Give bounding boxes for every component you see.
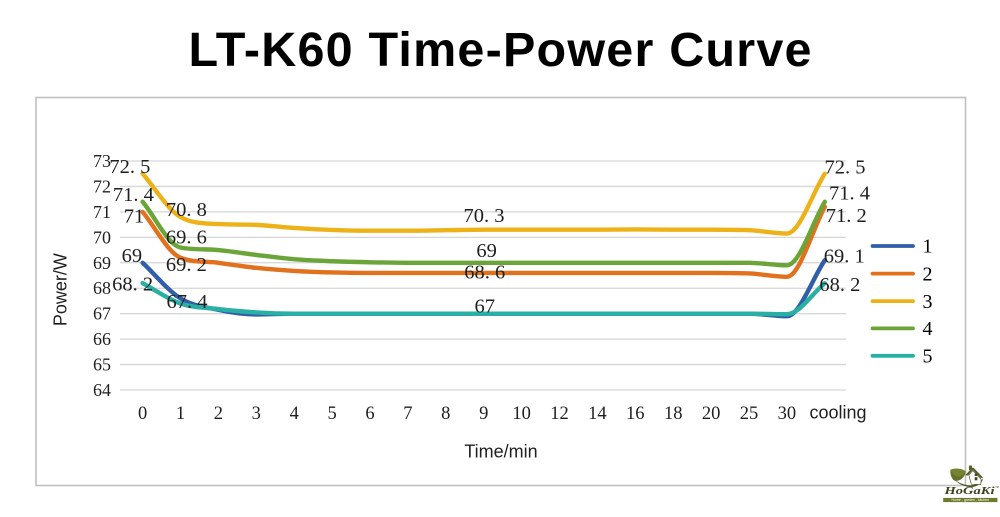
svg-text:3: 3 — [923, 291, 933, 313]
svg-text:1: 1 — [176, 404, 185, 424]
svg-text:67: 67 — [474, 296, 495, 318]
svg-text:69: 69 — [93, 253, 111, 273]
svg-text:2: 2 — [214, 404, 223, 424]
svg-text:7: 7 — [403, 404, 412, 424]
svg-text:67. 4: 67. 4 — [167, 291, 208, 313]
svg-text:Power/W: Power/W — [51, 253, 71, 326]
svg-text:71: 71 — [93, 202, 111, 222]
svg-text:64: 64 — [93, 380, 111, 400]
svg-text:72. 5: 72. 5 — [825, 156, 866, 178]
svg-text:16: 16 — [626, 404, 645, 424]
svg-text:20: 20 — [702, 404, 721, 424]
svg-text:Home - garden - kitchen: Home - garden - kitchen — [952, 498, 990, 502]
svg-text:69. 2: 69. 2 — [166, 254, 207, 276]
svg-text:68. 2: 68. 2 — [819, 274, 860, 296]
svg-text:4: 4 — [290, 404, 299, 424]
svg-text:TM: TM — [995, 485, 999, 489]
svg-text:10: 10 — [512, 404, 531, 424]
svg-text:69. 6: 69. 6 — [166, 227, 207, 249]
svg-text:69. 1: 69. 1 — [824, 245, 865, 267]
svg-text:30: 30 — [778, 404, 797, 424]
svg-text:70. 8: 70. 8 — [166, 199, 207, 221]
svg-text:LT-K60 Time-Power Curve: LT-K60 Time-Power Curve — [189, 23, 812, 77]
svg-text:68. 6: 68. 6 — [464, 262, 505, 284]
svg-text:71. 4: 71. 4 — [829, 182, 870, 204]
svg-text:73: 73 — [93, 151, 111, 171]
svg-text:2: 2 — [923, 263, 933, 285]
svg-text:72: 72 — [93, 176, 111, 196]
svg-text:6: 6 — [365, 404, 374, 424]
svg-text:HoGaKi: HoGaKi — [943, 486, 995, 497]
svg-text:70. 3: 70. 3 — [464, 205, 505, 227]
svg-text:8: 8 — [441, 404, 450, 424]
svg-text:14: 14 — [588, 404, 607, 424]
svg-text:25: 25 — [740, 404, 759, 424]
svg-text:69: 69 — [122, 245, 143, 267]
svg-text:71. 2: 71. 2 — [826, 205, 867, 227]
svg-text:72. 5: 72. 5 — [109, 156, 150, 178]
svg-text:71: 71 — [124, 205, 145, 227]
svg-text:Time/min: Time/min — [464, 442, 537, 462]
svg-text:9: 9 — [479, 404, 488, 424]
svg-text:70: 70 — [93, 227, 111, 247]
svg-text:12: 12 — [550, 404, 569, 424]
svg-text:4: 4 — [923, 318, 933, 340]
svg-text:18: 18 — [664, 404, 683, 424]
svg-text:68: 68 — [93, 278, 111, 298]
svg-text:65: 65 — [93, 355, 111, 375]
svg-text:66: 66 — [93, 329, 111, 349]
svg-text:68. 2: 68. 2 — [112, 273, 153, 295]
svg-text:5: 5 — [327, 404, 336, 424]
svg-text:71. 4: 71. 4 — [113, 184, 154, 206]
svg-text:5: 5 — [923, 346, 933, 368]
svg-text:0: 0 — [138, 404, 147, 424]
svg-text:67: 67 — [93, 304, 111, 324]
svg-text:cooling: cooling — [809, 402, 866, 422]
svg-text:1: 1 — [923, 236, 933, 258]
svg-text:3: 3 — [252, 404, 261, 424]
svg-text:69: 69 — [476, 240, 497, 262]
